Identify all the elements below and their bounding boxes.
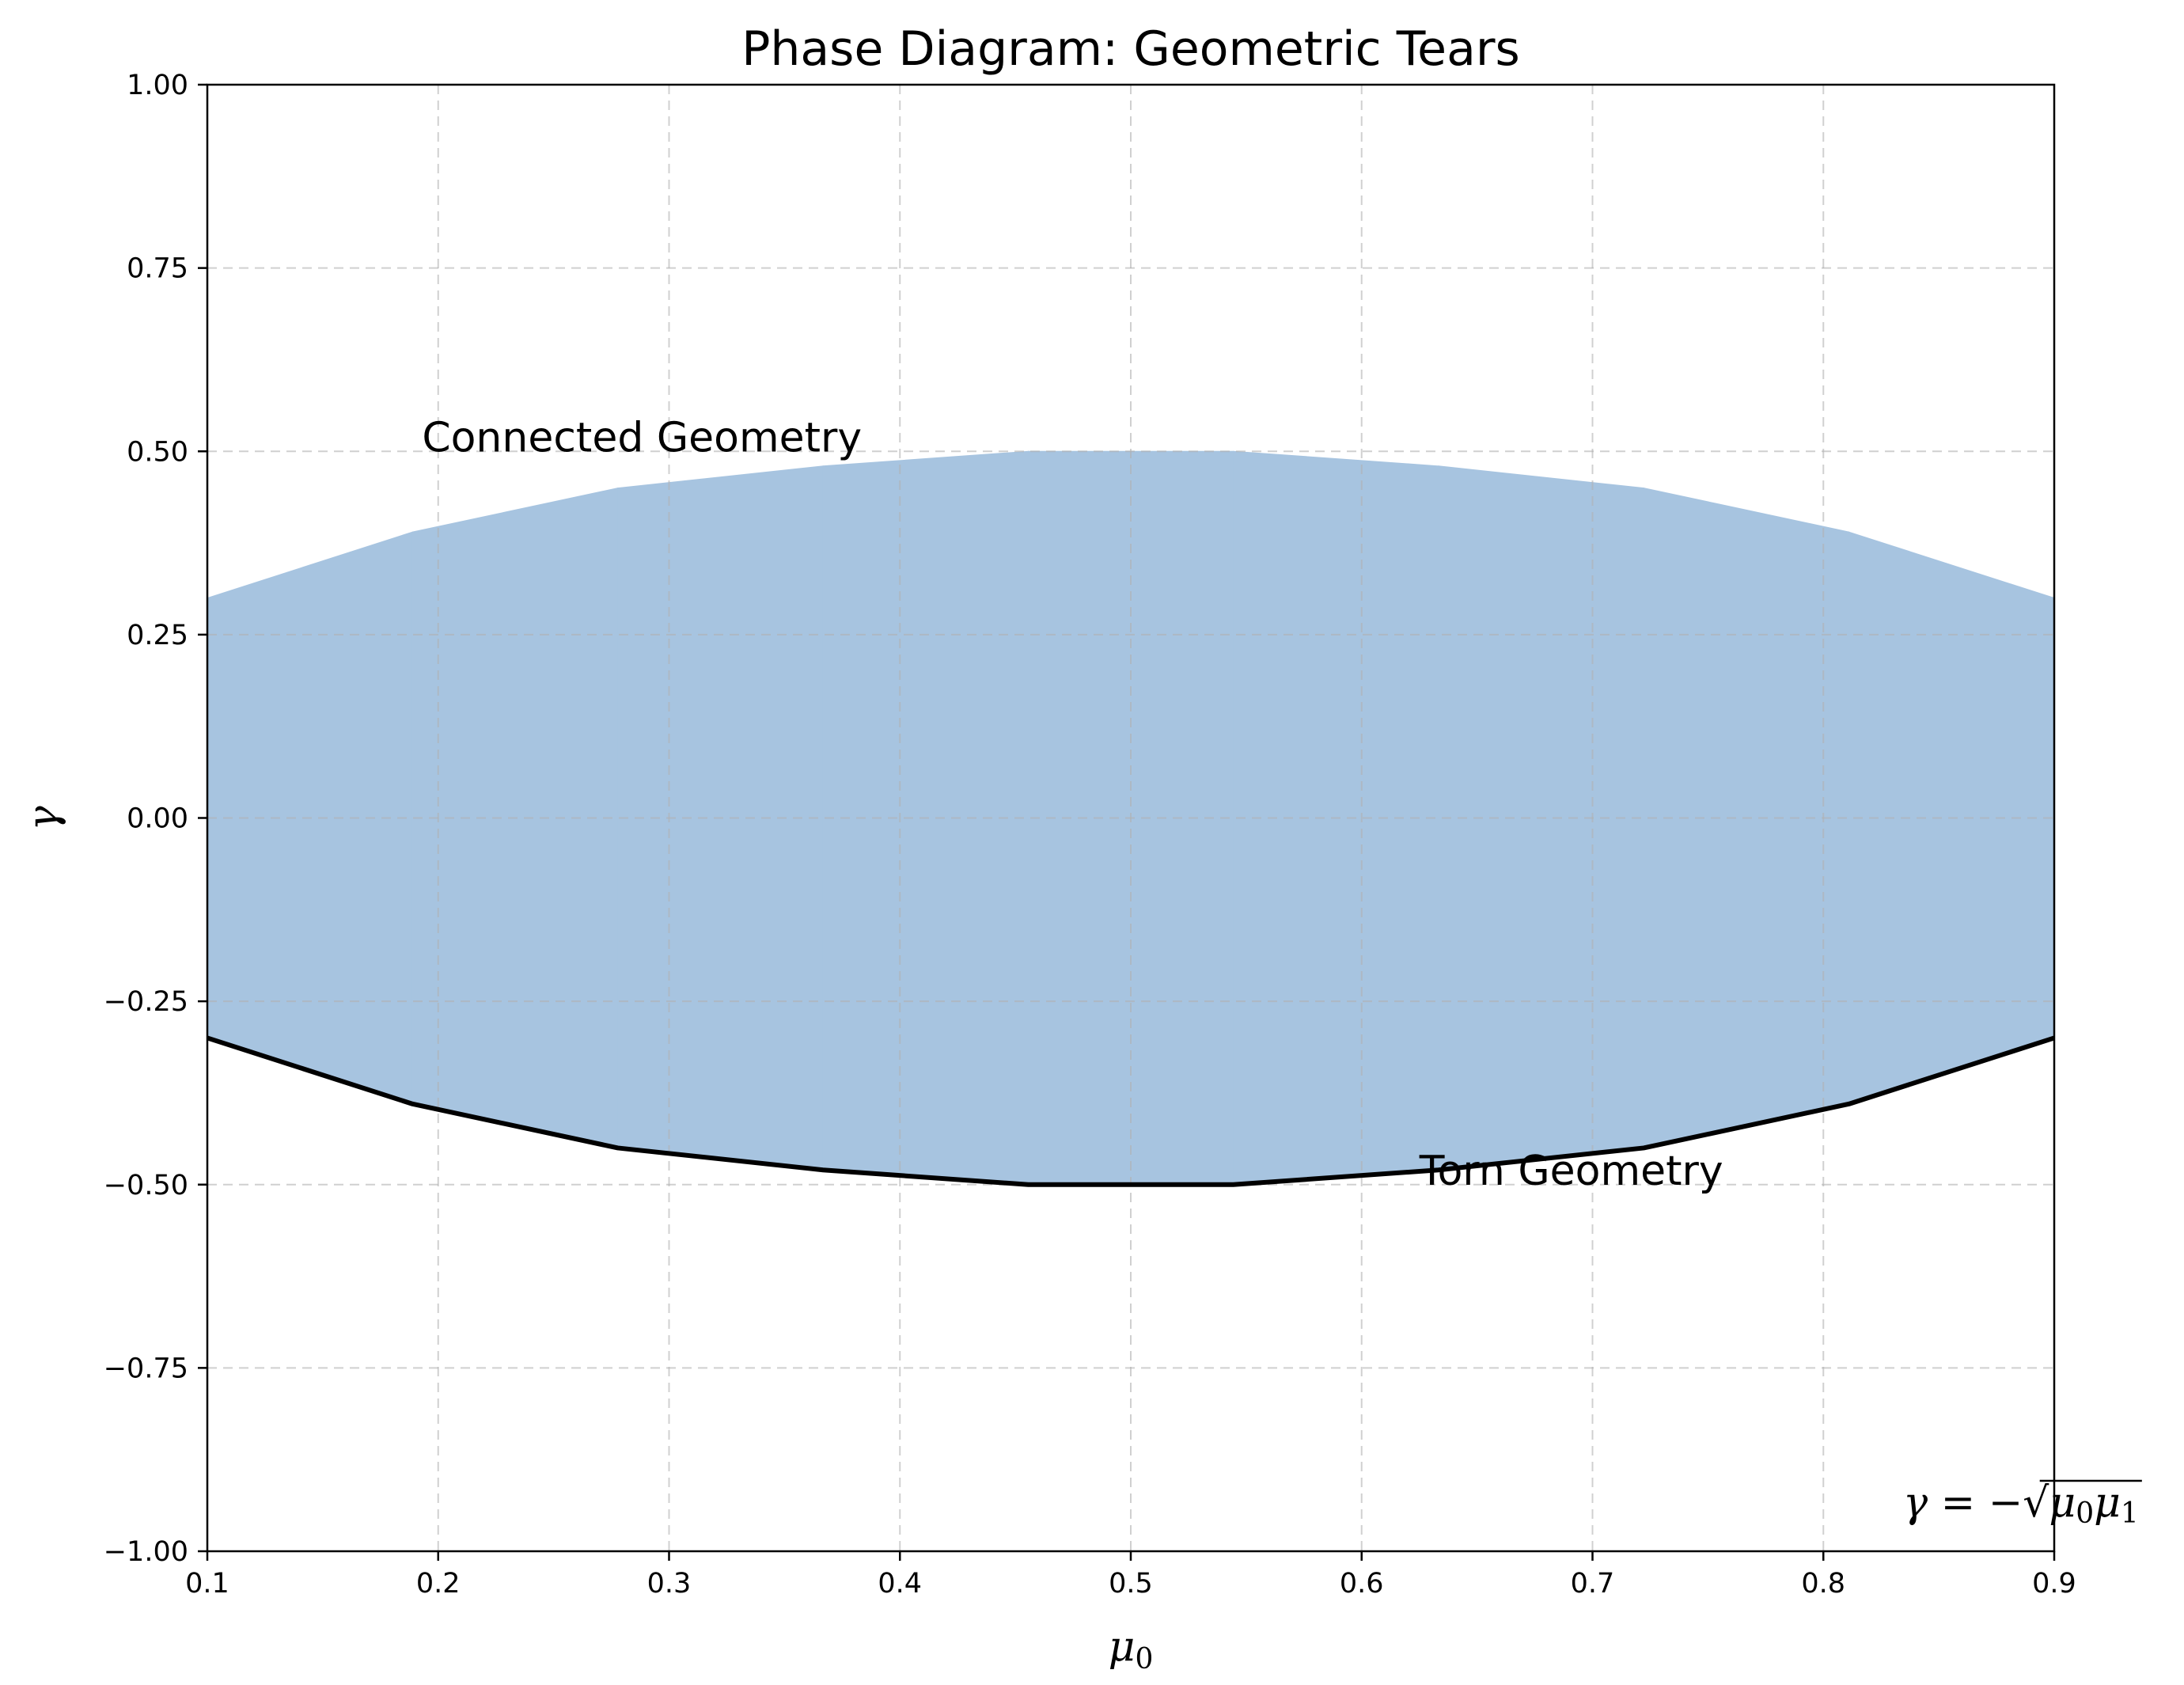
y-tick-label: −0.50 — [104, 1170, 188, 1201]
y-tick-label: 0.00 — [127, 803, 188, 835]
grid — [207, 85, 2054, 1551]
annotation-label: Torn Geometry — [1419, 1148, 1723, 1195]
y-tick-label: 0.25 — [127, 620, 188, 651]
x-tick-label: 0.8 — [1801, 1568, 1845, 1600]
boundary-layer — [207, 1035, 2055, 1187]
boundary-line — [207, 1035, 2055, 1187]
x-tick-label: 0.4 — [878, 1568, 922, 1600]
x-tick-label: 0.5 — [1109, 1568, 1153, 1600]
x-tick-label: 0.3 — [647, 1568, 692, 1600]
y-tick-label: 1.00 — [127, 70, 188, 101]
y-tick-label: −0.75 — [104, 1353, 188, 1384]
y-axis-label: γ — [20, 806, 67, 831]
x-axis-label: μ0 — [1109, 1623, 1154, 1676]
y-tick-label: 0.75 — [127, 253, 188, 285]
chart-title: Phase Diagram: Geometric Tears — [741, 21, 1520, 77]
y-tick-label: 0.50 — [127, 436, 188, 468]
annotations: Connected Geometry Torn Geometry — [422, 414, 1723, 1195]
y-tick-label: −0.25 — [104, 986, 188, 1018]
x-tick-label: 0.2 — [416, 1568, 461, 1600]
formula-label: γ = −√μ0μ1 — [1903, 1479, 2139, 1530]
x-tick-label: 0.6 — [1340, 1568, 1384, 1600]
x-tick-label: 0.9 — [2032, 1568, 2076, 1600]
x-tick-label: 0.1 — [185, 1568, 229, 1600]
axes: 0.1 0.2 0.3 0.4 0.5 0.6 0.7 0.8 0.9 −1.00 −0.75 −0.… — [104, 70, 2076, 1600]
annotation-label: Connected Geometry — [422, 414, 862, 461]
y-tick-label: −1.00 — [104, 1536, 188, 1568]
x-tick-label: 0.7 — [1571, 1568, 1615, 1600]
